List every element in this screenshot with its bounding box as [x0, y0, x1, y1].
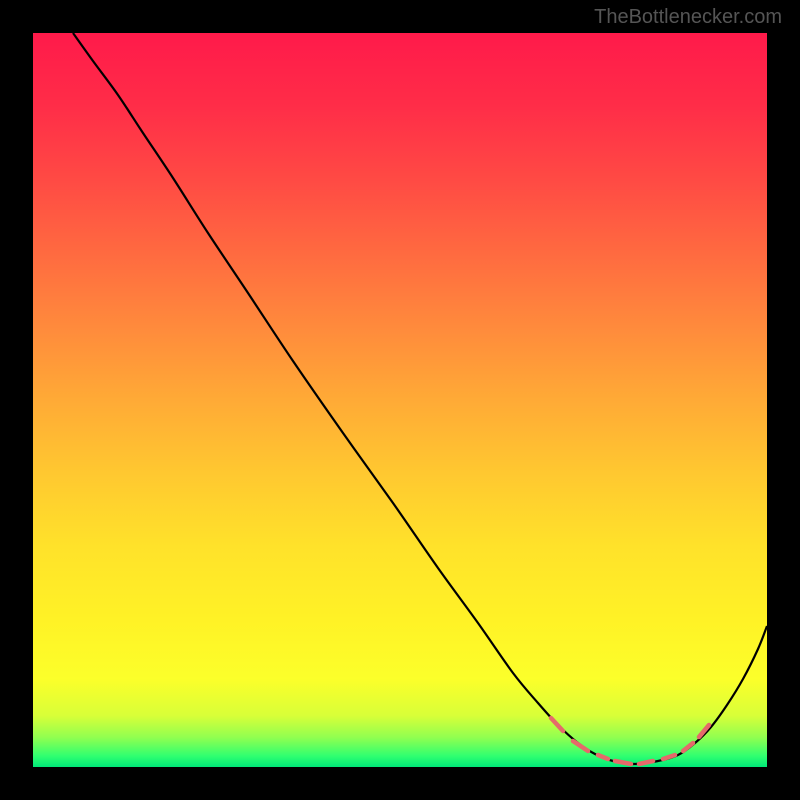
watermark-text: TheBottlenecker.com [594, 6, 782, 29]
highlight-segments [551, 718, 709, 764]
bottleneck-curve [73, 33, 767, 764]
plot-area [33, 33, 767, 767]
curve-layer [33, 33, 767, 767]
